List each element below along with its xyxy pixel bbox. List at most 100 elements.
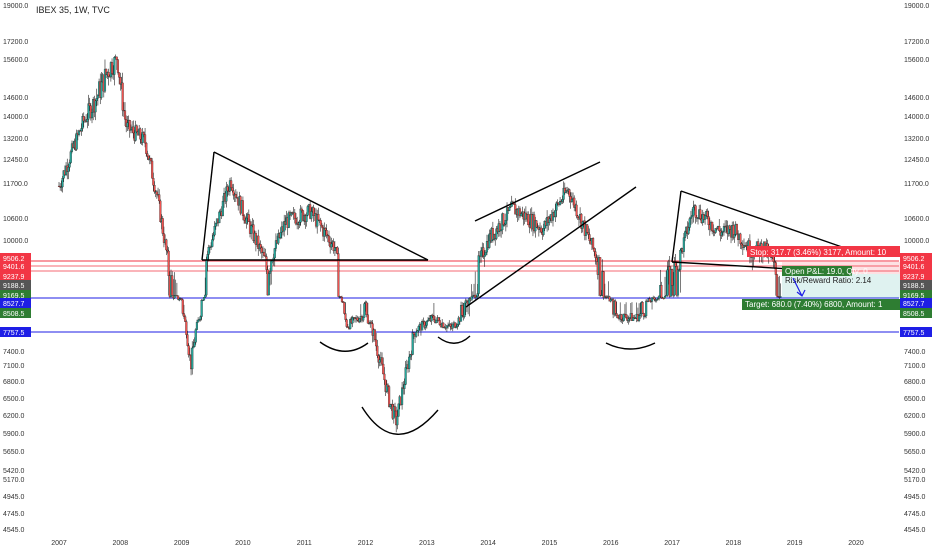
candle-body — [641, 302, 644, 314]
x-tick-label: 2010 — [235, 540, 251, 547]
candle-body — [121, 82, 124, 111]
candle-body — [682, 237, 685, 252]
trend-line[interactable] — [671, 190, 682, 263]
price-label-box — [900, 298, 932, 308]
candle-body — [720, 232, 723, 236]
candle-body — [123, 110, 127, 120]
y-tick-label-left: 5650.0 — [3, 449, 25, 456]
candle-body — [388, 386, 391, 407]
candle-body — [397, 403, 400, 417]
candle-body — [689, 216, 692, 219]
candle-body — [259, 244, 262, 248]
candle-body — [417, 326, 420, 331]
projection-arrow-icon — [792, 277, 806, 297]
candle-body — [587, 232, 590, 235]
candle-body — [192, 346, 195, 349]
y-tick-label-right: 17200.0 — [904, 39, 929, 46]
price-label-box — [900, 261, 932, 271]
position-tool[interactable]: Stop: 317.7 (3.46%) 3177, Amount: 10 Ope… — [742, 246, 900, 310]
candle-body — [241, 200, 244, 216]
candle-body — [650, 297, 654, 302]
candle-body — [116, 59, 119, 73]
candle-body — [263, 251, 266, 256]
candle-body — [226, 186, 229, 192]
price-label-box — [900, 327, 932, 337]
right-price-axis[interactable]: 19000.0 17200.0 15600.0 14600.0 14000.0 13200… — [904, 3, 929, 534]
candle-body — [356, 317, 359, 321]
trend-line[interactable] — [213, 151, 429, 261]
y-tick-label-left: 7400.0 — [3, 349, 25, 356]
candle-body — [366, 314, 369, 324]
candle-body — [265, 256, 268, 270]
candle-body — [718, 226, 721, 231]
horizontal-lines[interactable] — [31, 260, 899, 333]
candle-body — [345, 319, 348, 327]
y-tick-label-right: 19000.0 — [904, 3, 929, 10]
candles — [57, 54, 782, 433]
candle-body — [180, 298, 183, 300]
y-tick-label-right: 5420.0 — [904, 468, 926, 475]
candle-body — [69, 151, 72, 163]
candle-body — [306, 206, 309, 216]
candle-body — [645, 300, 648, 317]
candle-body — [707, 216, 710, 226]
time-axis[interactable]: 2007 2008 2009 2010 2011 2012 2013 2014 2015 2016… — [51, 540, 864, 547]
candle-body — [438, 320, 441, 326]
candle-body — [195, 321, 198, 330]
candle-body — [671, 269, 674, 286]
trend-line[interactable] — [201, 151, 215, 261]
y-tick-label-left: 6800.0 — [3, 379, 25, 386]
candle-body — [527, 214, 530, 226]
candle-body — [415, 332, 418, 337]
candle-body — [118, 72, 121, 78]
candle-body — [772, 256, 775, 262]
pattern-arc[interactable] — [437, 335, 471, 344]
y-tick-label-right: 12450.0 — [904, 157, 929, 164]
pattern-arc[interactable] — [361, 406, 439, 435]
candle-body — [231, 187, 234, 191]
candle-body — [535, 220, 538, 228]
trend-line[interactable] — [474, 161, 601, 222]
candle-body — [363, 303, 366, 318]
candle-body — [142, 132, 145, 135]
candle-body — [393, 406, 397, 412]
pattern-arc[interactable] — [605, 342, 656, 350]
candle-body — [141, 132, 144, 143]
candle-body — [325, 230, 328, 236]
pattern-drawings[interactable] — [201, 151, 843, 435]
candle-body — [88, 103, 91, 106]
y-tick-label-right: 5170.0 — [904, 477, 926, 484]
left-price-axis[interactable]: 19000.0 17200.0 15600.0 14600.0 14000.0 13200… — [3, 3, 28, 534]
candle-body — [158, 194, 161, 202]
candle-body — [625, 314, 628, 318]
candle-body — [211, 239, 214, 247]
candle-body — [470, 296, 473, 301]
candle-body — [298, 222, 301, 225]
candle-body — [267, 273, 270, 296]
x-tick-label: 2011 — [297, 540, 312, 547]
pattern-arc[interactable] — [319, 341, 369, 352]
candle-body — [173, 295, 176, 299]
candle-body — [735, 224, 738, 235]
candle-body — [153, 185, 156, 192]
candle-body — [204, 294, 207, 298]
y-tick-label-left: 10000.0 — [3, 238, 28, 245]
trend-line[interactable] — [680, 190, 843, 248]
candle-body — [268, 270, 272, 274]
candle-body — [274, 240, 277, 249]
candle-body — [351, 317, 354, 324]
candle-body — [540, 227, 543, 233]
candle-body — [396, 416, 399, 426]
candle-body — [103, 68, 107, 92]
candle-body — [270, 260, 273, 272]
price-label: 9506.2 — [3, 256, 25, 263]
candle-body — [75, 132, 78, 150]
candle-body — [206, 254, 209, 260]
y-tick-label-left: 6200.0 — [3, 413, 25, 420]
chart-title: IBEX 35, 1W, TVC — [36, 5, 110, 15]
candle-body — [167, 250, 170, 276]
candle-body — [100, 81, 103, 98]
trend-line[interactable] — [465, 186, 637, 308]
